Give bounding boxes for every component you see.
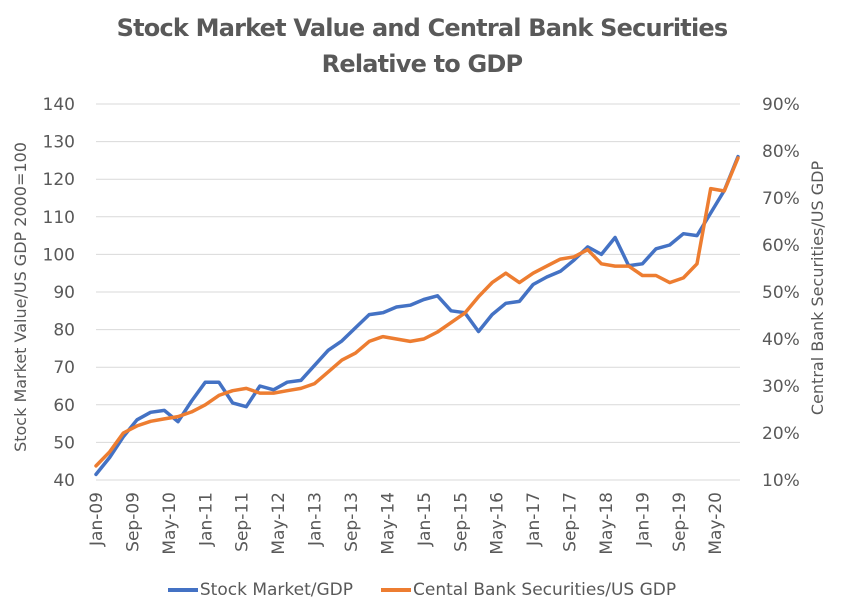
x-tick-label: May-16 (488, 492, 508, 555)
x-tick-label: Jan-09 (87, 492, 107, 547)
legend: Stock Market/GDP Cental Bank Securities/… (0, 580, 844, 600)
y-tick-label: 60 (53, 396, 75, 416)
x-tick-label: May-10 (160, 492, 180, 555)
x-tick-label: May-14 (378, 492, 398, 555)
x-tick-label: Sep-09 (123, 492, 143, 552)
chart-title: Stock Market Value and Central Bank Secu… (0, 10, 844, 82)
x-tick-label: May-12 (269, 492, 289, 555)
gridlines (96, 103, 740, 481)
legend-swatch-blue (167, 588, 198, 592)
legend-item-stock-market: Stock Market/GDP (167, 580, 354, 600)
y2-tick-label: 30% (762, 377, 800, 397)
y-tick-label: 70 (53, 358, 75, 378)
y-axis-left-label: Stock Market Value/US GDP 2000=100 (11, 142, 30, 452)
legend-label-central-bank: Cental Bank Securities/US GDP (413, 580, 677, 600)
y2-tick-label: 80% (762, 142, 800, 162)
y2-tick-label: 10% (762, 471, 800, 491)
x-tick-label: Jan-11 (196, 492, 216, 547)
y2-tick-label: 70% (762, 189, 800, 209)
x-tick-label: Jan-15 (415, 492, 435, 547)
chart-title-line-2: Relative to GDP (321, 50, 523, 78)
series-line-stock-market (94, 154, 740, 477)
y2-tick-label: 20% (762, 424, 800, 444)
x-tick-label: Jan-19 (633, 492, 653, 547)
y-tick-label: 40 (53, 471, 75, 491)
series-line-central-bank (94, 156, 740, 468)
y-tick-label: 120 (43, 170, 75, 190)
y2-tick-label: 40% (762, 330, 800, 350)
y-axis-right-label: Central Bank Securities/US GDP (808, 161, 827, 416)
y-axis-left-ticks: 40 50 60 70 80 90 100 110 120 130 140 (43, 95, 75, 491)
legend-swatch-orange (381, 588, 412, 592)
y-tick-label: 110 (43, 208, 75, 228)
x-tick-label: May-18 (597, 492, 617, 555)
y2-tick-label: 90% (762, 95, 800, 115)
x-tick-label: Sep-13 (342, 492, 362, 552)
x-tick-label: Jan-17 (524, 492, 544, 547)
x-tick-label: Sep-11 (233, 492, 253, 552)
y-tick-label: 140 (43, 95, 75, 115)
series-lines (94, 154, 740, 477)
y-tick-label: 90 (53, 283, 75, 303)
y-tick-label: 130 (43, 133, 75, 153)
y-tick-label: 80 (53, 321, 75, 341)
x-axis-ticks: Jan-09 Sep-09 May-10 Jan-11 Sep-11 May-12 Jan-… (87, 492, 726, 555)
y2-tick-label: 50% (762, 283, 800, 303)
y-tick-label: 50 (53, 433, 75, 453)
chart-title-line-1: Stock Market Value and Central Bank Secu… (116, 14, 729, 42)
x-tick-label: Sep-15 (451, 492, 471, 552)
y2-tick-label: 60% (762, 236, 800, 256)
legend-label-stock-market: Stock Market/GDP (199, 580, 354, 600)
legend-item-central-bank: Cental Bank Securities/US GDP (381, 580, 676, 600)
x-tick-label: Sep-17 (561, 492, 581, 552)
y-axis-right-ticks: 10% 20% 30% 40% 50% 60% 70% 80% 90% (762, 95, 800, 491)
x-tick-label: Jan-13 (306, 492, 326, 547)
x-tick-label: Sep-19 (670, 492, 690, 552)
y-tick-label: 100 (43, 245, 75, 265)
x-tick-label: May-20 (706, 492, 726, 555)
